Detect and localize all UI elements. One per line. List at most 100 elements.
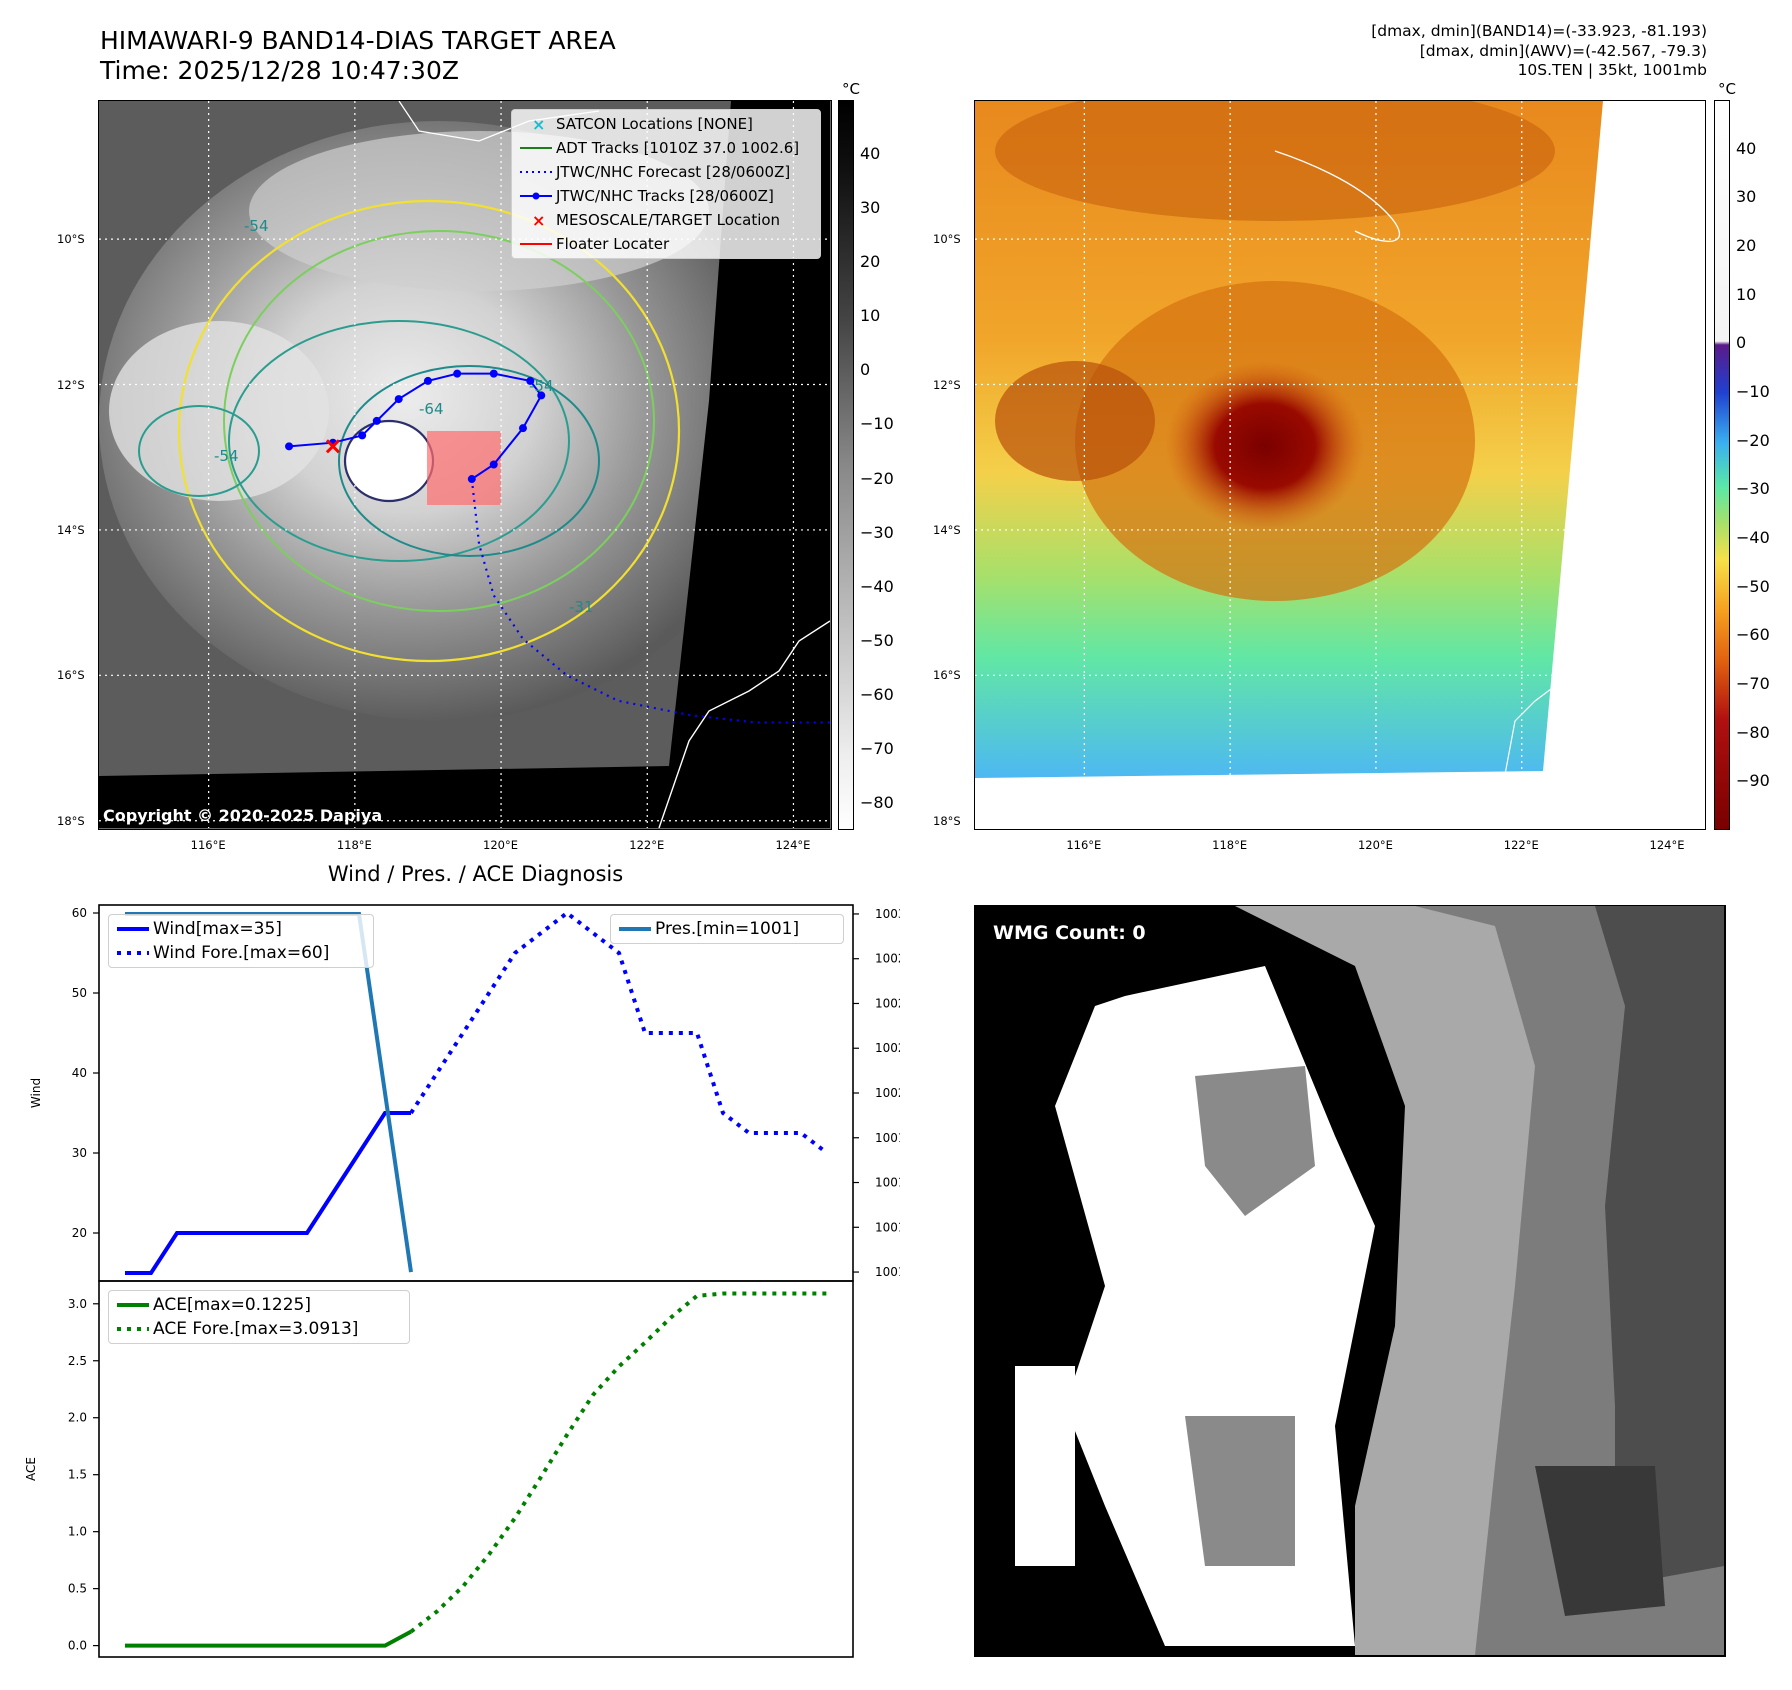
colorbar-tick-label: −20	[1736, 430, 1770, 450]
awv-colorbar	[1714, 100, 1730, 830]
svg-text:×: ×	[532, 211, 545, 230]
wind-legend: Wind[max=35] Wind Fore.[max=60]	[108, 914, 374, 968]
legend-label: JTWC/NHC Tracks [28/0600Z]	[556, 187, 774, 205]
track-point	[467, 475, 476, 484]
wmg-panel[interactable]: WMG Count: 0	[974, 905, 1726, 1657]
ir-satellite-map[interactable]: -64 -54 -54 -31 -54 Copyright © 2020-2025 Da…	[98, 100, 832, 830]
ace-tick-label: 2.0	[68, 1411, 87, 1425]
ace-axis-label: ACE	[24, 1457, 38, 1481]
ace-tick-label: 2.5	[68, 1354, 87, 1368]
contour-label: -54	[529, 377, 554, 395]
legend-label: Pres.[min=1001]	[655, 919, 800, 939]
pressure-legend: Pres.[min=1001]	[610, 914, 844, 944]
awv-satellite-map[interactable]	[974, 100, 1706, 830]
title-line-1: HIMAWARI-9 BAND14-DIAS TARGET AREA	[100, 26, 616, 55]
legend-label: ACE[max=0.1225]	[153, 1295, 311, 1315]
wind-tick-label: 20	[72, 1226, 87, 1240]
colorbar-tick-label: −50	[1736, 576, 1770, 596]
track-point	[453, 369, 462, 378]
pressure-tick-label: 1002.00	[875, 1086, 900, 1100]
legend-swatch	[117, 951, 149, 955]
chart-title: HIMAWARI-9 BAND14-DIAS TARGET AREA Time:…	[100, 26, 616, 86]
awv-image	[975, 101, 1704, 828]
legend-swatch	[520, 171, 552, 173]
lon-tick-label: 116°E	[1066, 838, 1102, 852]
colorbar-tick-label: 10	[860, 306, 881, 326]
ace-tick-label: 3.0	[68, 1297, 87, 1311]
lat-tick-label: 18°S	[933, 813, 961, 828]
legend-swatch	[117, 927, 149, 931]
colorbar-tick-label: 20	[860, 252, 881, 272]
legend-label: Wind[max=35]	[153, 919, 282, 939]
pressure-tick-label: 1001.75	[875, 1131, 900, 1145]
colorbar-tick-label: −70	[860, 738, 894, 758]
lat-tick-label: 10°S	[57, 232, 85, 247]
legend-item: Wind[max=35]	[109, 917, 373, 941]
legend-swatch: ×	[532, 211, 545, 230]
legend-item: ADT Tracks [1010Z 37.0 1002.6]	[512, 136, 820, 160]
legend-label: Floater Locater	[556, 235, 670, 253]
wmg-image	[1015, 906, 1724, 1655]
ace-tick-label: 0.5	[68, 1582, 87, 1596]
lon-tick-label: 120°E	[1357, 838, 1393, 852]
legend-label: MESOSCALE/TARGET Location	[556, 211, 781, 229]
legend-item: ACE Fore.[max=3.0913]	[109, 1317, 409, 1341]
lat-tick-label: 14°S	[57, 522, 85, 537]
intensity-info: [dmax, dmin](BAND14)=(-33.923, -81.193) …	[1371, 22, 1707, 81]
target-location-marker	[325, 439, 340, 454]
copyright-text: Copyright © 2020-2025 Dapiya	[103, 806, 383, 825]
legend-item: JTWC/NHC Forecast [28/0600Z]	[512, 160, 820, 184]
lon-tick-label: 122°E	[1503, 838, 1539, 852]
wind-axis-label: Wind	[29, 1078, 43, 1108]
ace-tick-label: 1.5	[68, 1468, 87, 1482]
contour-label: -64	[419, 400, 444, 418]
pressure-tick-label: 1002.75	[875, 952, 900, 966]
wind-tick-label: 60	[72, 906, 87, 920]
map-legend: × SATCON Locations [NONE] ADT Tracks [1010…	[511, 109, 821, 259]
awv-colorbar-unit: °C	[1718, 80, 1736, 98]
legend-label: ACE Fore.[max=3.0913]	[153, 1319, 359, 1339]
track-point	[285, 442, 294, 451]
track-point	[372, 416, 381, 425]
track-point	[394, 395, 403, 404]
series-line	[409, 1291, 827, 1634]
legend-swatch	[117, 1327, 149, 1331]
colorbar-tick-label: −40	[860, 576, 894, 596]
colorbar-tick-label: −30	[1736, 479, 1770, 499]
lat-tick-label: 16°S	[57, 668, 85, 683]
ir-colorbar-unit: °C	[842, 80, 860, 98]
track-point	[358, 431, 367, 440]
colorbar-tick-label: 30	[860, 198, 881, 218]
legend-item: ACE[max=0.1225]	[109, 1293, 409, 1317]
lon-tick-label: 118°E	[336, 838, 372, 852]
colorbar-tick-label: −90	[1736, 771, 1770, 791]
legend-label: Wind Fore.[max=60]	[153, 943, 330, 963]
colorbar-tick-label: 40	[860, 144, 881, 164]
legend-item: × MESOSCALE/TARGET Location	[512, 208, 820, 232]
contour-label: -54	[244, 217, 269, 235]
lat-tick-label: 16°S	[933, 668, 961, 683]
info-line-2: [dmax, dmin](AWV)=(-42.567, -79.3)	[1419, 41, 1707, 60]
pressure-tick-label: 1002.50	[875, 996, 900, 1010]
legend-item: Wind Fore.[max=60]	[109, 941, 373, 965]
lon-tick-label: 118°E	[1212, 838, 1248, 852]
info-line-1: [dmax, dmin](BAND14)=(-33.923, -81.193)	[1371, 22, 1707, 40]
lat-tick-label: 12°S	[933, 377, 961, 392]
colorbar-tick-label: −50	[860, 630, 894, 650]
legend-item: JTWC/NHC Tracks [28/0600Z]	[512, 184, 820, 208]
lat-tick-label: 10°S	[933, 232, 961, 247]
lat-tick-label: 14°S	[933, 522, 961, 537]
legend-item: Pres.[min=1001]	[611, 917, 843, 941]
lat-tick-label: 18°S	[57, 813, 85, 828]
ace-axes	[98, 1280, 854, 1658]
track-point	[489, 369, 498, 378]
lon-tick-label: 116°E	[190, 838, 226, 852]
legend-label: SATCON Locations [NONE]	[556, 115, 753, 133]
colorbar-tick-label: −80	[860, 792, 894, 812]
title-line-2: Time: 2025/12/28 10:47:30Z	[100, 56, 459, 85]
series-line	[125, 1111, 411, 1275]
track-point	[537, 391, 546, 400]
colorbar-tick-label: 0	[1736, 333, 1747, 353]
wind-tick-label: 40	[72, 1066, 87, 1080]
track-point	[423, 376, 432, 385]
